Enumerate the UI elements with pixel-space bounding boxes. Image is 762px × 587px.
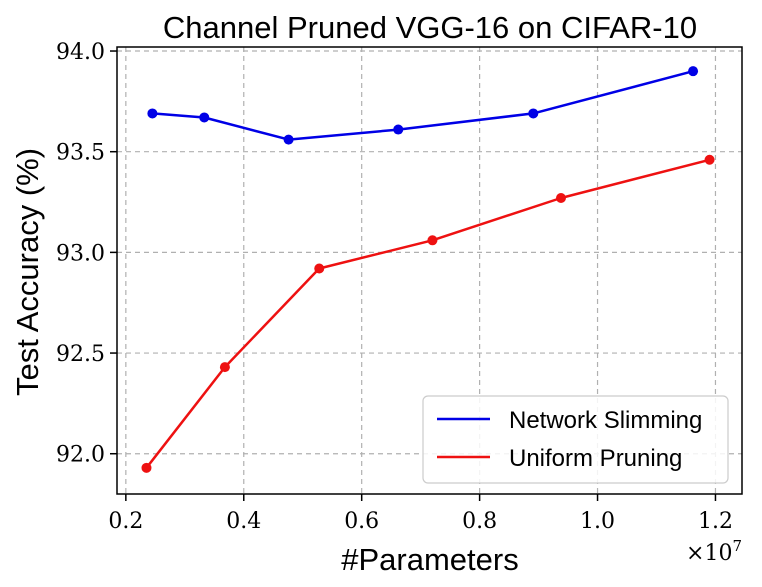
data-point-network-slimming xyxy=(283,134,294,145)
data-point-uniform-pruning xyxy=(704,154,715,165)
y-tick-label: 93.0 xyxy=(56,241,105,266)
y-tick-label: 92.5 xyxy=(56,342,105,367)
y-axis-label: Test Accuracy (%) xyxy=(10,148,45,396)
y-tick-label: 94.0 xyxy=(56,40,105,65)
legend-label-network-slimming: Network Slimming xyxy=(509,407,702,434)
axis-ticks: 0.2 0.4 0.6 0.8 1.0 1.2 92.0 92.5 93.0 93.5 94.0 xyxy=(56,40,733,534)
data-point-uniform-pruning xyxy=(314,263,325,274)
data-point-network-slimming xyxy=(199,112,210,123)
x-tick-label: 1.2 xyxy=(698,509,733,534)
x-scale-exponent: 7 xyxy=(732,537,742,555)
series-line-network-slimming xyxy=(152,69,694,141)
x-scale-base: ×10 xyxy=(686,541,732,566)
x-tick-label: 0.6 xyxy=(344,509,379,534)
series-lines xyxy=(141,66,715,473)
legend-box xyxy=(422,395,729,484)
x-tick-label: 0.2 xyxy=(108,509,143,534)
data-point-network-slimming xyxy=(528,108,539,119)
plot-frame xyxy=(116,46,743,495)
y-tick-label: 92.0 xyxy=(56,443,105,468)
data-point-network-slimming xyxy=(688,66,699,77)
x-axis-label: #Parameters xyxy=(341,542,518,577)
y-tick-label: 93.5 xyxy=(56,141,105,166)
chart-title: Channel Pruned VGG-16 on CIFAR-10 xyxy=(163,10,697,45)
x-scale-multiplier: ×107 xyxy=(686,537,742,566)
data-point-uniform-pruning xyxy=(219,362,230,373)
x-tick-label: 1.0 xyxy=(580,509,615,534)
legend: Network Slimming Uniform Pruning xyxy=(422,395,729,484)
x-tick-label: 0.4 xyxy=(226,509,261,534)
x-tick-label: 0.8 xyxy=(462,509,497,534)
data-point-network-slimming xyxy=(147,108,158,119)
data-point-network-slimming xyxy=(393,124,404,135)
data-point-uniform-pruning xyxy=(555,193,566,204)
legend-label-uniform-pruning: Uniform Pruning xyxy=(509,445,682,472)
data-point-uniform-pruning xyxy=(141,462,152,473)
series-line-uniform-pruning xyxy=(145,158,710,469)
data-point-uniform-pruning xyxy=(427,235,438,246)
